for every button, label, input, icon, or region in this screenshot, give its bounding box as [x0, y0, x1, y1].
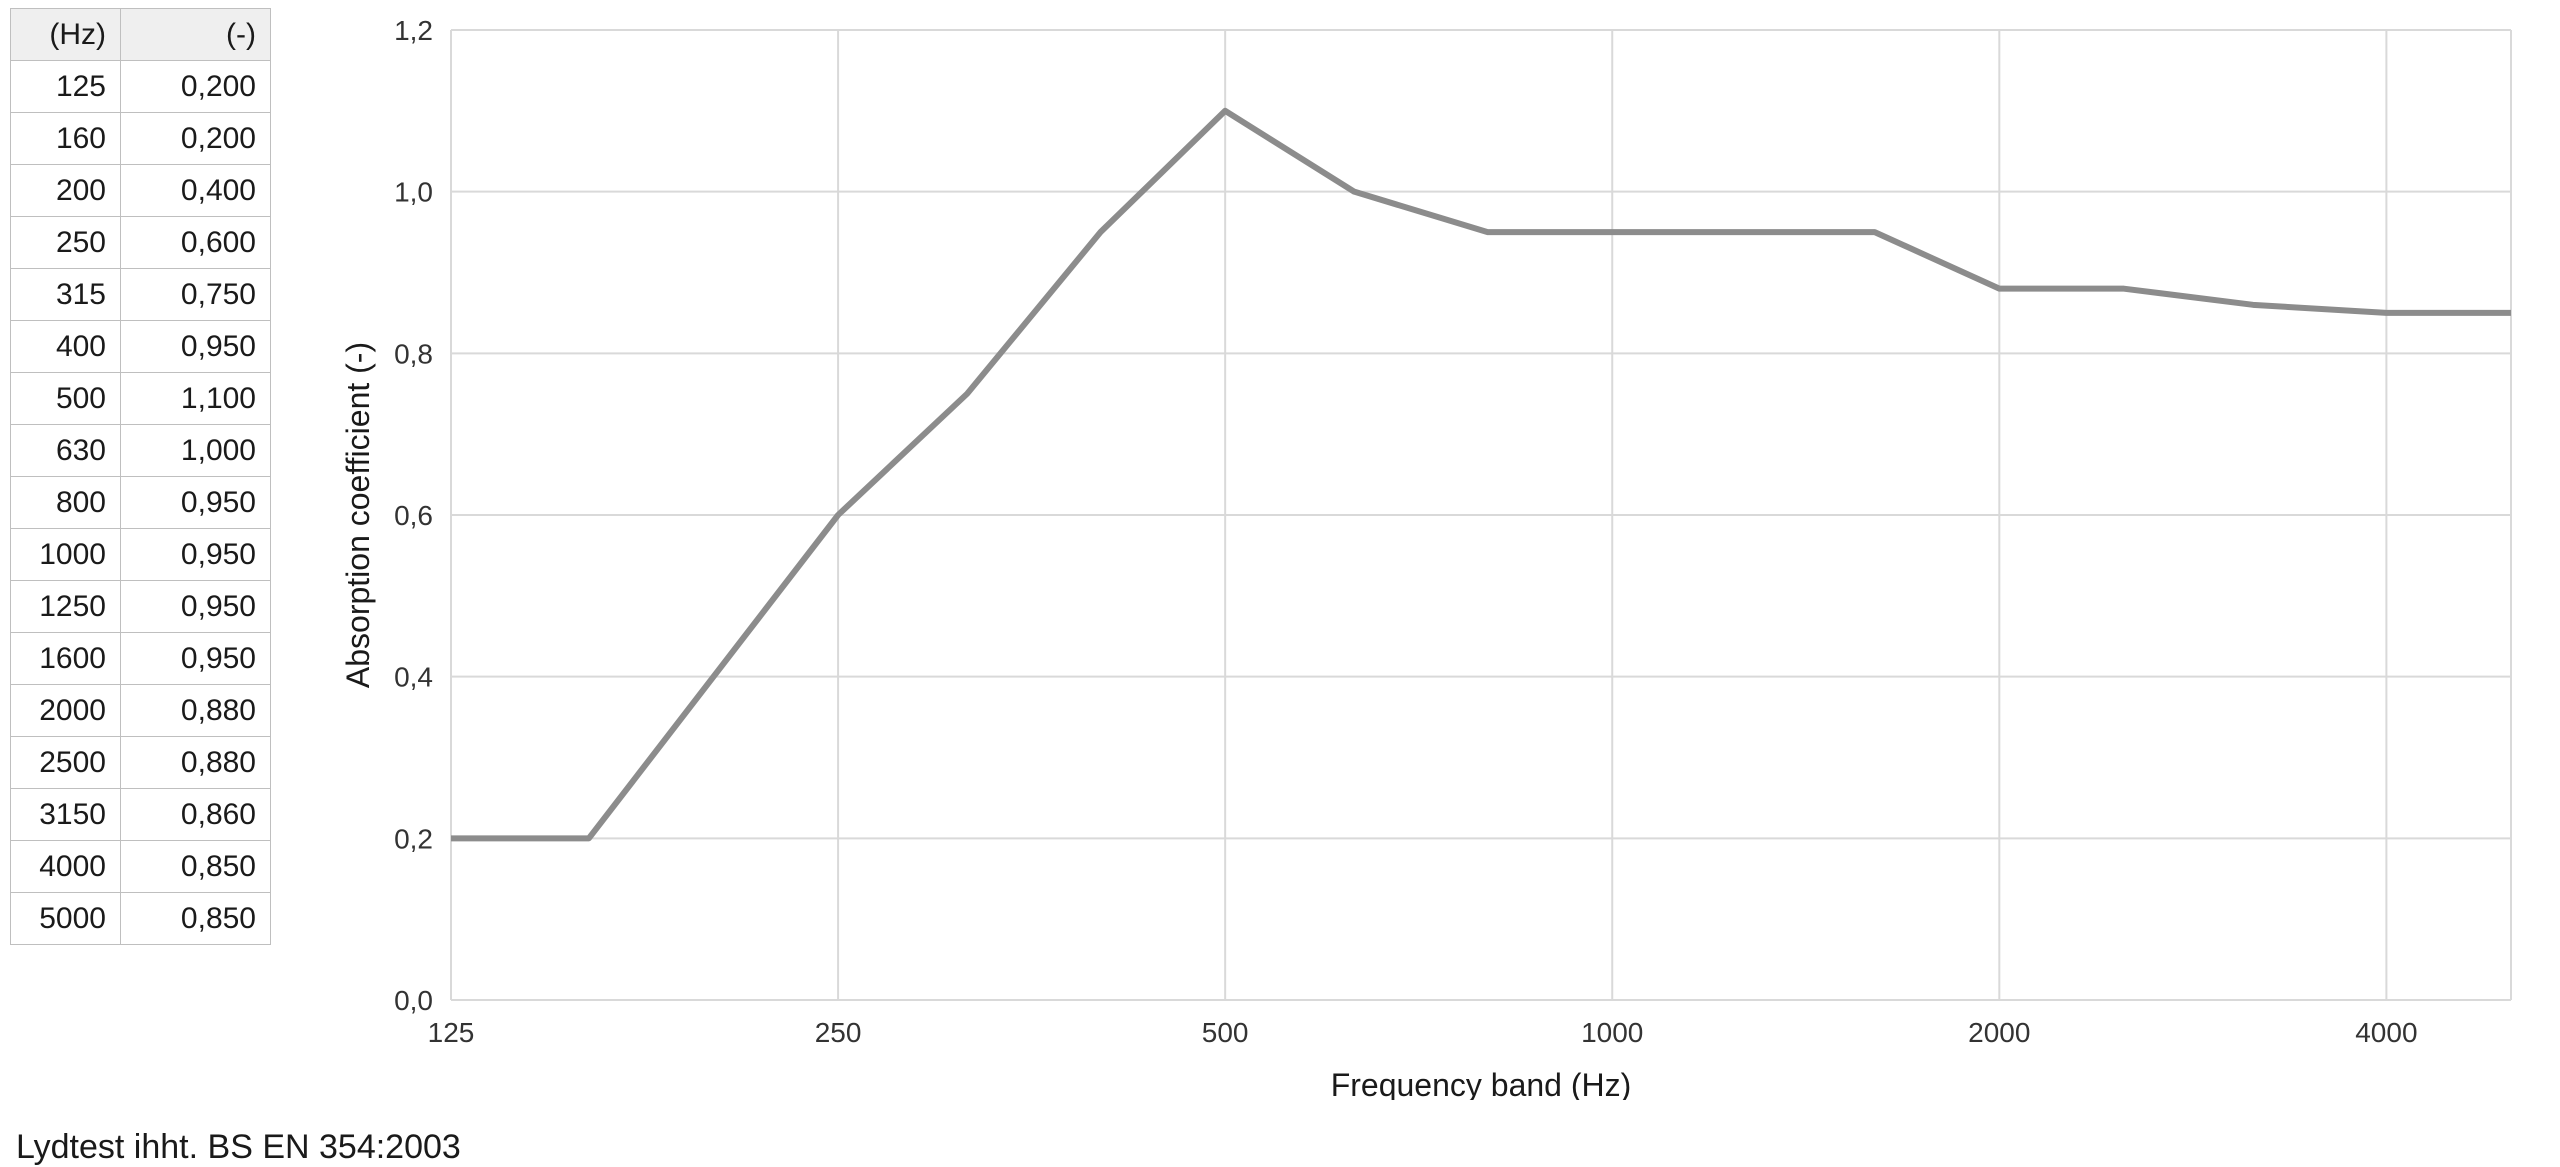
- cell-coef: 0,860: [121, 789, 271, 841]
- cell-coef: 0,950: [121, 477, 271, 529]
- table-row: 50000,850: [11, 893, 271, 945]
- cell-coef: 0,600: [121, 217, 271, 269]
- cell-hz: 125: [11, 61, 121, 113]
- y-axis-title: Absorption coefficient (-): [340, 342, 376, 688]
- cell-hz: 800: [11, 477, 121, 529]
- cell-hz: 2000: [11, 685, 121, 737]
- table-row: 4000,950: [11, 321, 271, 373]
- svg-text:125: 125: [428, 1017, 475, 1048]
- cell-coef: 0,950: [121, 529, 271, 581]
- cell-hz: 400: [11, 321, 121, 373]
- cell-coef: 0,950: [121, 581, 271, 633]
- cell-coef: 0,400: [121, 165, 271, 217]
- cell-hz: 630: [11, 425, 121, 477]
- cell-hz: 3150: [11, 789, 121, 841]
- cell-hz: 5000: [11, 893, 121, 945]
- table-row: 10000,950: [11, 529, 271, 581]
- svg-text:0,2: 0,2: [394, 823, 433, 854]
- svg-text:500: 500: [1202, 1017, 1249, 1048]
- svg-text:0,6: 0,6: [394, 500, 433, 531]
- table-row: 1600,200: [11, 113, 271, 165]
- cell-coef: 0,950: [121, 633, 271, 685]
- cell-coef: 0,880: [121, 737, 271, 789]
- cell-coef: 1,100: [121, 373, 271, 425]
- table-row: 31500,860: [11, 789, 271, 841]
- table-row: 12500,950: [11, 581, 271, 633]
- table-row: 25000,880: [11, 737, 271, 789]
- cell-coef: 0,950: [121, 321, 271, 373]
- cell-hz: 315: [11, 269, 121, 321]
- test-standard-caption: Lydtest ihht. BS EN 354:2003: [16, 1128, 2540, 1167]
- cell-coef: 0,200: [121, 61, 271, 113]
- table-row: 2500,600: [11, 217, 271, 269]
- table-header-hz: (Hz): [11, 9, 121, 61]
- cell-coef: 0,850: [121, 893, 271, 945]
- svg-text:1,0: 1,0: [394, 177, 433, 208]
- svg-text:0,0: 0,0: [394, 985, 433, 1016]
- svg-text:0,8: 0,8: [394, 338, 433, 369]
- x-axis-title: Frequency band (Hz): [1331, 1067, 1632, 1100]
- absorption-chart: 0,0 0,2 0,4 0,6 0,8 1,0 1,2 125 250 500 1000 2000 40…: [331, 10, 2540, 1100]
- table-row: 1250,200: [11, 61, 271, 113]
- svg-text:250: 250: [815, 1017, 862, 1048]
- cell-hz: 4000: [11, 841, 121, 893]
- cell-coef: 0,880: [121, 685, 271, 737]
- table-row: 3150,750: [11, 269, 271, 321]
- cell-coef: 0,750: [121, 269, 271, 321]
- table-row: 16000,950: [11, 633, 271, 685]
- cell-hz: 1250: [11, 581, 121, 633]
- table-row: 20000,880: [11, 685, 271, 737]
- data-table: (Hz) (-) 1250,2001600,2002000,4002500,60…: [10, 8, 271, 945]
- svg-text:2000: 2000: [1968, 1017, 2030, 1048]
- table-row: 6301,000: [11, 425, 271, 477]
- cell-hz: 500: [11, 373, 121, 425]
- table-row: 2000,400: [11, 165, 271, 217]
- svg-text:0,4: 0,4: [394, 662, 433, 693]
- table-row: 8000,950: [11, 477, 271, 529]
- cell-hz: 250: [11, 217, 121, 269]
- cell-hz: 2500: [11, 737, 121, 789]
- cell-coef: 0,200: [121, 113, 271, 165]
- table-header-coef: (-): [121, 9, 271, 61]
- cell-hz: 1600: [11, 633, 121, 685]
- cell-hz: 200: [11, 165, 121, 217]
- cell-coef: 1,000: [121, 425, 271, 477]
- series-line: [451, 111, 2511, 839]
- cell-hz: 160: [11, 113, 121, 165]
- svg-text:1,2: 1,2: [394, 15, 433, 46]
- cell-hz: 1000: [11, 529, 121, 581]
- svg-text:1000: 1000: [1581, 1017, 1643, 1048]
- svg-text:4000: 4000: [2355, 1017, 2417, 1048]
- table-row: 40000,850: [11, 841, 271, 893]
- cell-coef: 0,850: [121, 841, 271, 893]
- table-row: 5001,100: [11, 373, 271, 425]
